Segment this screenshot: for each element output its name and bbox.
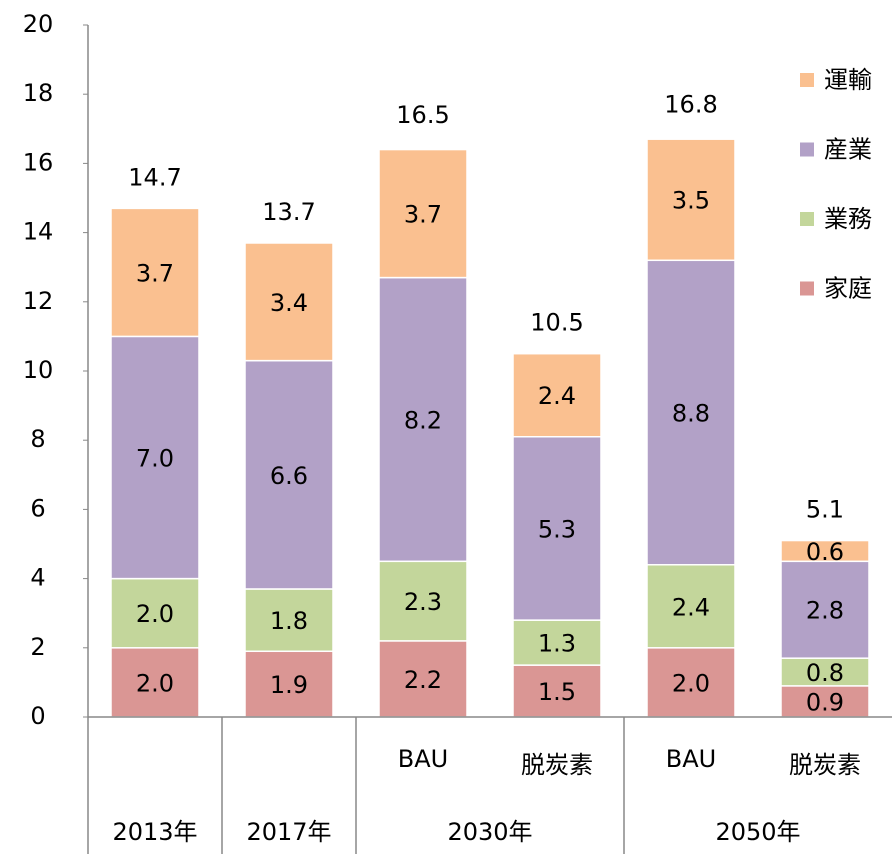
group-label: 2017年 — [246, 818, 331, 846]
value-label: 3.4 — [270, 289, 308, 317]
bar-segment — [110, 577, 200, 649]
value-label: 1.9 — [270, 671, 308, 699]
legend-swatch — [800, 142, 814, 157]
y-tick-label: 20 — [23, 10, 54, 38]
x-tick-label: 脱炭素 — [789, 751, 861, 779]
y-tick-label: 14 — [23, 218, 54, 246]
value-label: 7.0 — [136, 445, 174, 473]
total-label: 5.1 — [806, 496, 844, 524]
x-tick-label: 脱炭素 — [521, 751, 593, 779]
bar-segment — [110, 207, 200, 338]
total-label: 10.5 — [530, 309, 583, 337]
value-label: 3.5 — [672, 187, 710, 215]
bar-segment — [780, 657, 870, 687]
y-tick-label: 16 — [23, 148, 54, 176]
total-label: 14.7 — [128, 163, 181, 191]
y-tick-label: 8 — [30, 425, 45, 453]
x-tick-label: BAU — [398, 745, 448, 773]
value-label: 1.5 — [538, 678, 576, 706]
bar-segment — [512, 352, 602, 438]
bar-segment — [110, 335, 200, 580]
legend-label: 産業 — [824, 136, 872, 164]
legend-label: 運輸 — [824, 66, 872, 94]
y-tick-label: 12 — [23, 287, 54, 315]
bar-segment — [646, 564, 736, 649]
value-label: 5.3 — [538, 515, 576, 543]
bar-segment — [244, 650, 334, 718]
bar-segment — [378, 276, 468, 563]
bar-segment — [378, 560, 468, 642]
bar-segment — [244, 242, 334, 362]
bar-segment — [780, 560, 870, 659]
value-label: 2.4 — [672, 593, 710, 621]
value-label: 2.2 — [404, 666, 442, 694]
legend-swatch — [800, 212, 814, 226]
group-label: 2030年 — [447, 818, 532, 846]
value-label: 3.7 — [404, 201, 442, 229]
total-label: 16.8 — [664, 91, 717, 119]
value-label: 2.0 — [136, 669, 174, 697]
bar-segment — [378, 148, 468, 279]
y-tick-label: 0 — [30, 702, 45, 730]
value-label: 0.8 — [806, 659, 844, 687]
bar-segment — [646, 138, 736, 262]
value-label: 3.7 — [136, 259, 174, 287]
y-tick-label: 2 — [30, 633, 45, 661]
y-tick-label: 6 — [30, 494, 45, 522]
value-label: 0.9 — [806, 688, 844, 716]
legend-label: 業務 — [824, 205, 872, 233]
legend-swatch — [800, 73, 814, 87]
bar-segment — [378, 640, 468, 718]
value-label: 2.8 — [806, 597, 844, 625]
x-tick-label: BAU — [666, 745, 716, 773]
value-label: 8.2 — [404, 406, 442, 434]
total-label: 13.7 — [262, 198, 315, 226]
value-label: 2.0 — [672, 669, 710, 697]
legend-swatch — [800, 281, 814, 296]
value-label: 2.0 — [136, 600, 174, 628]
bar-segment — [512, 435, 602, 621]
value-label: 6.6 — [270, 462, 308, 490]
bar-segment — [646, 259, 736, 566]
y-tick-label: 10 — [23, 356, 54, 384]
value-label: 8.8 — [672, 400, 710, 428]
legend-label: 家庭 — [824, 275, 872, 303]
bar-segment — [512, 664, 602, 718]
group-label: 2050年 — [715, 818, 800, 846]
group-label: 2013年 — [112, 818, 197, 846]
value-label: 1.8 — [270, 607, 308, 635]
value-label: 1.3 — [538, 630, 576, 658]
value-label: 0.6 — [806, 538, 844, 566]
value-label: 2.3 — [404, 588, 442, 616]
bar-segment — [110, 647, 200, 718]
value-label: 2.4 — [538, 382, 576, 410]
total-label: 16.5 — [396, 101, 449, 129]
y-tick-label: 4 — [30, 564, 45, 592]
y-tick-label: 18 — [23, 79, 54, 107]
bar-segment — [780, 539, 870, 563]
